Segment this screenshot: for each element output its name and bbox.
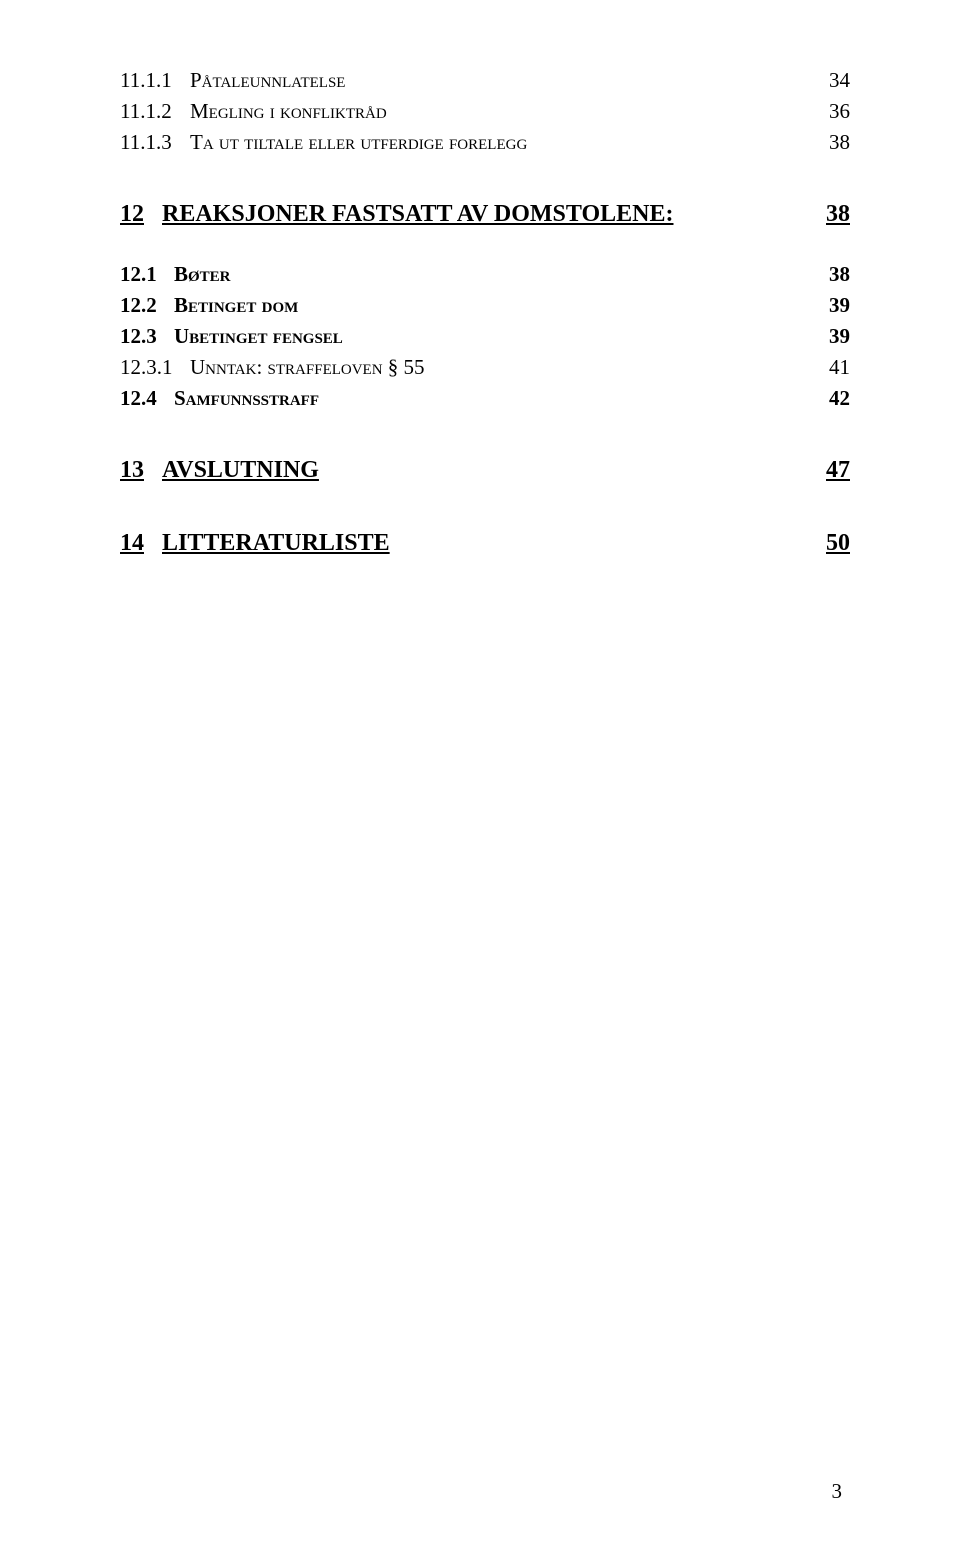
toc-entry-label: LITTERATURLISTE [162,530,390,557]
toc-entry-left: 11.1.3Ta ut tiltale eller utferdige fore… [120,130,527,155]
toc-entry-left: 13AVSLUTNING [120,457,319,484]
toc-entry-number: 13 [120,457,162,484]
toc-entry-page: 39 [829,293,850,318]
toc-entry-number: 12.3.1 [120,355,190,380]
toc-entry-left: 12.3.1Unntak: straffeloven § 55 [120,355,425,380]
toc-entry-page: 38 [826,201,850,228]
toc-entry-number: 12.1 [120,262,174,287]
toc-entry: 12.3Ubetinget fengsel 39 [120,324,850,349]
toc-entry-page: 47 [826,457,850,484]
toc-entry-left: 11.1.1Påtaleunnlatelse [120,68,345,93]
toc-entry-number: 11.1.3 [120,130,190,155]
toc-entry-left: 12.4Samfunnsstraff [120,386,319,411]
toc-entry-page: 38 [829,262,850,287]
toc-entry-left: 11.1.2Megling i konfliktråd [120,99,387,124]
toc-entry-left: 12.2Betinget dom [120,293,298,318]
toc-entry-label: Unntak: straffeloven § 55 [190,355,425,380]
toc-entry: 12REAKSJONER FASTSATT AV DOMSTOLENE: 38 [120,201,850,228]
toc-entry: 12.3.1Unntak: straffeloven § 55 41 [120,355,850,380]
toc-entry-label: Ta ut tiltale eller utferdige forelegg [190,130,527,155]
toc-entry-number: 14 [120,530,162,557]
toc-entry-left: 14LITTERATURLISTE [120,530,390,557]
toc-entry-label: Påtaleunnlatelse [190,68,345,93]
toc-entry-number: 12.3 [120,324,174,349]
toc-entry-page: 36 [829,99,850,124]
toc-entry: 14LITTERATURLISTE 50 [120,530,850,557]
page: 11.1.1Påtaleunnlatelse 34 11.1.2Megling i … [0,0,960,1552]
toc-entry-left: 12.1Bøter [120,262,231,287]
toc-entry: 12.2Betinget dom 39 [120,293,850,318]
toc-entry-number: 11.1.2 [120,99,190,124]
toc-entry-page: 39 [829,324,850,349]
toc-entry-left: 12REAKSJONER FASTSATT AV DOMSTOLENE: [120,201,673,228]
toc-entry-label: Ubetinget fengsel [174,324,343,349]
toc-entry-number: 12.4 [120,386,174,411]
toc-entry-label: Betinget dom [174,293,298,318]
table-of-contents: 11.1.1Påtaleunnlatelse 34 11.1.2Megling i … [120,68,850,557]
toc-entry-number: 11.1.1 [120,68,190,93]
toc-entry-label: AVSLUTNING [162,457,319,484]
toc-entry-page: 38 [829,130,850,155]
toc-entry: 12.4Samfunnsstraff 42 [120,386,850,411]
toc-entry-page: 34 [829,68,850,93]
toc-entry: 11.1.2Megling i konfliktråd 36 [120,99,850,124]
toc-entry-page: 50 [826,530,850,557]
toc-entry-page: 41 [829,355,850,380]
toc-entry-label: Bøter [174,262,231,287]
toc-entry: 13AVSLUTNING 47 [120,457,850,484]
toc-entry-left: 12.3Ubetinget fengsel [120,324,343,349]
toc-entry-number: 12.2 [120,293,174,318]
toc-entry-number: 12 [120,201,162,228]
toc-entry-label: Samfunnsstraff [174,386,319,411]
toc-entry: 12.1Bøter 38 [120,262,850,287]
toc-entry-label: Megling i konfliktråd [190,99,387,124]
toc-entry-page: 42 [829,386,850,411]
toc-entry: 11.1.3Ta ut tiltale eller utferdige fore… [120,130,850,155]
toc-entry-label: REAKSJONER FASTSATT AV DOMSTOLENE: [162,201,673,228]
toc-entry: 11.1.1Påtaleunnlatelse 34 [120,68,850,93]
page-number: 3 [832,1479,843,1504]
